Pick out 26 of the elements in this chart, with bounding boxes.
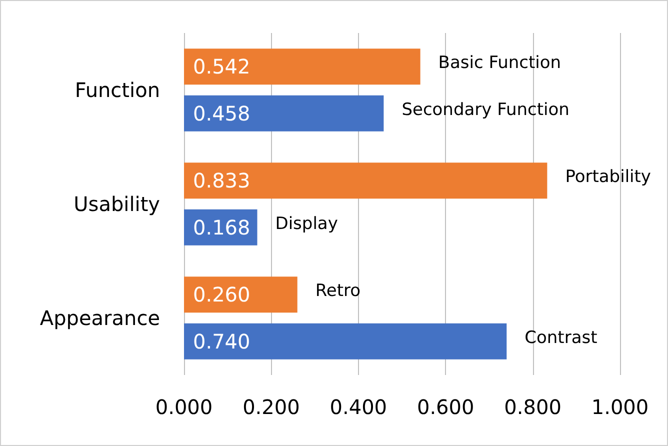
data-label: 0.168 [193, 215, 250, 240]
annotation: Display [275, 214, 338, 234]
annotation: Basic Function [438, 53, 562, 74]
data-label: 0.260 [193, 282, 250, 307]
x-tick-label: 0.800 [504, 395, 562, 419]
y-tick-label: Appearance [40, 306, 160, 330]
annotation: Secondary Function [402, 100, 570, 120]
bar [184, 162, 548, 199]
bar [184, 276, 298, 313]
x-tick-label: 0.000 [155, 395, 213, 419]
y-tick-label: Usability [74, 192, 160, 216]
y-tick-label: Function [74, 78, 160, 102]
data-label: 0.458 [193, 101, 250, 126]
annotation: Retro [315, 281, 361, 302]
x-tick-label: 0.600 [416, 395, 474, 419]
data-label: 0.740 [193, 329, 250, 354]
annotation: Portability [565, 167, 651, 188]
data-label: 0.542 [193, 54, 250, 79]
bar [184, 95, 384, 132]
x-tick-label: 0.200 [242, 395, 300, 419]
x-tick-label: 0.400 [330, 395, 388, 419]
bar [184, 48, 420, 85]
annotation: Contrast [524, 328, 598, 348]
bar [184, 323, 507, 360]
x-tick-label: 1.000 [591, 395, 649, 419]
data-label: 0.833 [193, 168, 250, 193]
